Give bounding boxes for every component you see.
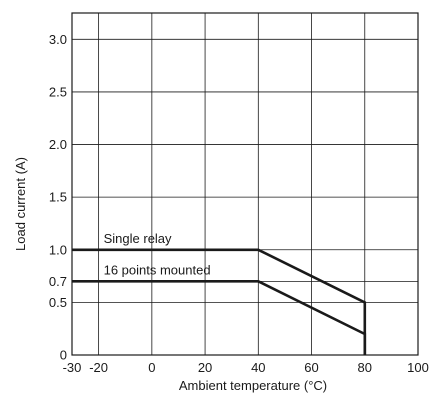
y-tick-label: 0.7: [49, 274, 67, 289]
y-tick-label: 1.5: [49, 190, 67, 205]
x-tick-label: 60: [304, 360, 318, 375]
x-tick-label: 100: [407, 360, 429, 375]
y-tick-label: 1.0: [49, 242, 67, 257]
x-tick-label: 0: [148, 360, 155, 375]
x-tick-label: 40: [251, 360, 265, 375]
series-label-0: Single relay: [104, 231, 172, 246]
x-tick-label: 20: [198, 360, 212, 375]
y-tick-label: 2.0: [49, 137, 67, 152]
y-tick-label: 0.5: [49, 295, 67, 310]
series-labels: Single relay 16 points mounted: [104, 231, 211, 278]
y-tick-label: 0: [60, 348, 67, 363]
x-axis-label: Ambient temperature (°C): [179, 378, 327, 393]
x-tick-label: -20: [89, 360, 108, 375]
grid-lines: [72, 13, 418, 355]
x-tick-label: -30: [63, 360, 82, 375]
series-lines: [72, 248, 367, 355]
x-tick-label: 80: [358, 360, 372, 375]
y-tick-label: 3.0: [49, 32, 67, 47]
y-axis-label: Load current (A): [13, 157, 28, 251]
series-label-1: 16 points mounted: [104, 262, 211, 277]
series-line-1: [72, 279, 367, 355]
plot-frame: [71, 12, 419, 356]
y-tick-label: 2.5: [49, 84, 67, 99]
tick-labels: -30 -20 0 20 40 60 80 100 0 0.5 0.7 1.0 1.5 2.0 2.5 3.0: [49, 32, 429, 375]
series-line-0: [72, 248, 367, 355]
